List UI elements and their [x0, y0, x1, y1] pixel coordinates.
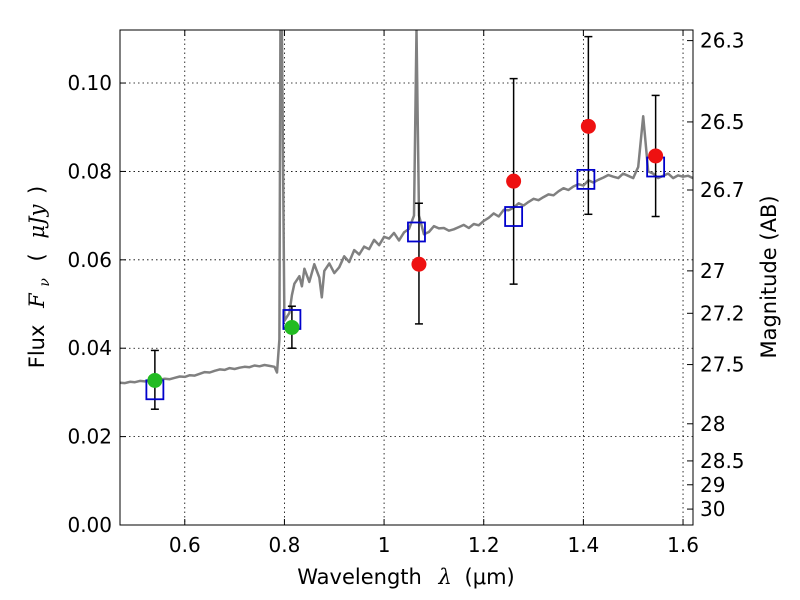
series-layer: [120, 30, 693, 410]
y2-tick-label: 27.2: [700, 301, 745, 325]
y2-tick-label: 30: [700, 497, 725, 521]
y-axis-title-text: Flux: [25, 325, 49, 369]
model-band-square: [576, 168, 596, 190]
x-tick-label: 0.6: [169, 533, 201, 557]
model-spectrum-line: [120, 30, 693, 385]
y2-tick-label: 29: [700, 473, 725, 497]
photometry-point: [580, 118, 596, 134]
x-tick-label: 1.4: [567, 533, 599, 557]
photometry-point: [147, 372, 163, 388]
x-tick-label: 1: [378, 533, 391, 557]
x-tick-label: 0.8: [269, 533, 301, 557]
grid-lines: [120, 30, 693, 525]
model-band-square: [407, 221, 426, 243]
x-tick-label: 1.6: [667, 533, 699, 557]
y-axis-title-symbol: F: [25, 292, 49, 309]
photometry-point: [506, 173, 522, 189]
y-axis-title-close-paren: ): [25, 186, 49, 194]
y-tick-label: 0.00: [67, 513, 112, 537]
y2-tick-label: 28.5: [700, 449, 745, 473]
y-axis-title-open-paren: (: [25, 253, 49, 261]
tick-labels: 0.6 0.8 1 1.2 1.4 1.6 0.00 0.02 0.04 0.06 0.08 0.10…: [67, 29, 744, 557]
y-axis-title: Flux F ν ( μJy ): [25, 186, 54, 369]
x-tick-label: 1.2: [468, 533, 500, 557]
y2-tick-label: 28: [700, 412, 725, 436]
x-axis-title-symbol: λ: [438, 565, 452, 589]
y2-tick-label: 26.5: [700, 110, 745, 134]
y2-axis-title: Magnitude (AB): [757, 195, 781, 358]
y2-tick-label: 26.7: [700, 178, 745, 202]
y2-tick-label: 27.5: [700, 353, 745, 377]
y-tick-label: 0.02: [67, 425, 112, 449]
y-tick-label: 0.06: [67, 248, 112, 272]
x-axis-title-unit: (μm): [465, 565, 515, 589]
photometry-point: [411, 256, 427, 272]
y-axis-title-unit: μJy: [25, 203, 49, 238]
plot-frame: [119, 29, 694, 526]
y-tick-label: 0.04: [67, 336, 112, 360]
photometry-point: [284, 319, 300, 335]
y2-tick-label: 27: [700, 259, 725, 283]
y-tick-label: 0.08: [67, 159, 112, 183]
y-axis-title-subscript: ν: [37, 278, 53, 287]
x-axis-title-text: Wavelength: [297, 565, 422, 589]
x-axis-title: Wavelength λ (μm): [297, 565, 514, 589]
photometry-point: [648, 148, 664, 164]
y-tick-label: 0.10: [67, 71, 112, 95]
model-band-square: [504, 206, 524, 227]
axes: [119, 29, 694, 526]
y2-tick-label: 26.3: [700, 29, 745, 53]
